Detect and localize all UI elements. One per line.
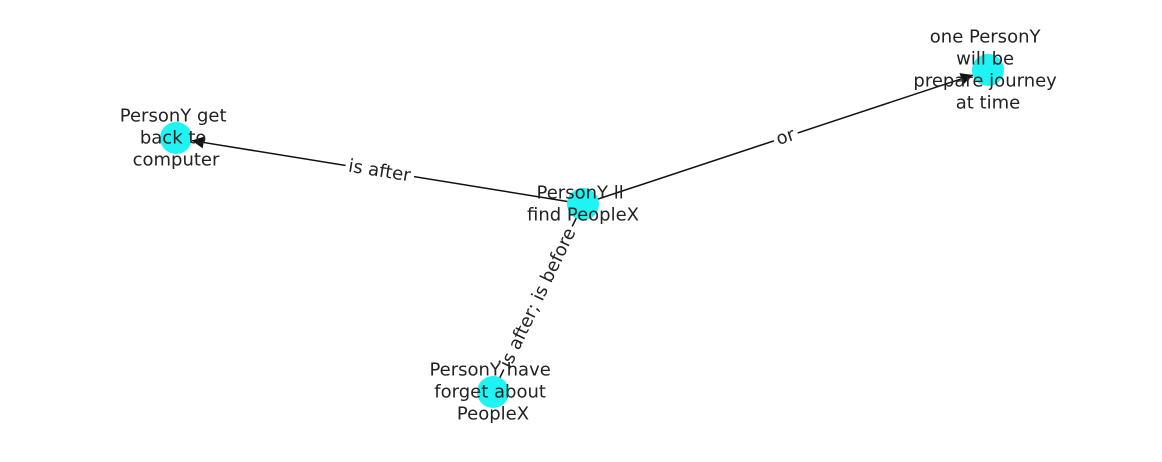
node-left (160, 122, 192, 154)
edge-label-is-after-is-before: is after; is before (493, 221, 583, 375)
node-bottom-label-line: PersonY have (429, 360, 550, 381)
node-left-label: PersonY get back to computer (120, 100, 233, 171)
edge-label-or: or (770, 122, 802, 152)
node-center-label-line: PersonY ll (537, 183, 624, 204)
node-center-label: PersonY ll find PeopleX (527, 177, 639, 226)
node-top-right (972, 54, 1004, 86)
node-bottom (477, 376, 509, 408)
node-center (567, 188, 599, 220)
edge-labels-group: is after or is after; is before (343, 122, 802, 375)
node-bottom-label: PersonY have forget about PeopleX (429, 354, 556, 425)
node-bottom-label-line: forget about (434, 382, 546, 403)
nodes-group (160, 54, 1004, 408)
edges-group (191, 73, 974, 393)
node-labels-group: PersonY ll find PeopleX PersonY get back… (120, 21, 1062, 425)
node-left-label-line: PersonY get (120, 106, 227, 127)
edge-label-is-after: is after (343, 154, 416, 188)
node-bottom-label-line: PeopleX (457, 404, 529, 425)
node-left-label-line: back to (140, 128, 207, 149)
node-top-right-label: one PersonY will be prepare journey at t… (913, 21, 1062, 114)
node-top-right-label-line: at time (956, 93, 1020, 114)
node-top-right-label-line: one PersonY (930, 27, 1042, 48)
node-left-label-line: computer (133, 150, 220, 171)
node-top-right-label-line: will be (956, 49, 1014, 70)
node-top-right-label-line: prepare journey (913, 71, 1057, 92)
edge-label-is-after-is-before-text: is after; is before (496, 225, 581, 372)
node-center-label-line: find PeopleX (527, 205, 639, 226)
